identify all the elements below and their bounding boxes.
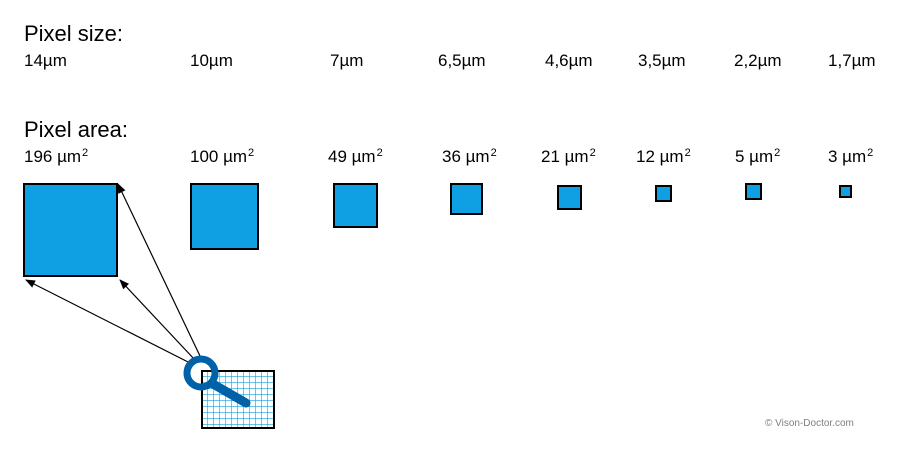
pixel-square-4-6um <box>557 185 582 210</box>
pixel-square-2-2um <box>745 183 762 200</box>
area-exponent: 2 <box>774 147 781 159</box>
pixel-square-3-5um <box>655 185 672 202</box>
pixel-size-label: 10µm <box>190 51 233 70</box>
pixel-square-7um <box>333 183 378 228</box>
area-exponent: 2 <box>376 147 383 159</box>
pixel-size-label: 2,2µm <box>734 51 782 70</box>
area-exponent: 2 <box>490 147 497 159</box>
pixel-size-label: 7µm <box>330 51 364 70</box>
area-exponent: 2 <box>867 147 874 159</box>
pixel-area-label: 36 µm2 <box>442 147 497 166</box>
pixel-area-label: 12 µm2 <box>636 147 691 166</box>
pixel-square-1-7um <box>839 185 852 198</box>
pixel-size-label: 14µm <box>24 51 67 70</box>
arrow-to-bottom-left <box>25 279 193 365</box>
arrow-to-top-right <box>117 183 201 357</box>
pixel-area-label: 21 µm2 <box>541 147 596 166</box>
pixel-area-label: 196 µm2 <box>24 147 89 166</box>
area-exponent: 2 <box>589 147 596 159</box>
pixel-area-label: 100 µm2 <box>190 147 255 166</box>
pixel-square-10um <box>190 183 259 250</box>
pixel-size-heading: Pixel size: <box>24 21 124 46</box>
area-exponent: 2 <box>248 147 255 159</box>
pixel-size-label: 4,6µm <box>545 51 593 70</box>
arrow-to-bottom-right <box>119 279 196 361</box>
copyright-text: © Vison-Doctor.com <box>765 418 854 429</box>
pixel-size-label: 6,5µm <box>438 51 486 70</box>
pixel-square-14um <box>23 183 118 277</box>
area-exponent: 2 <box>684 147 691 159</box>
pixel-area-label: 3 µm2 <box>828 147 874 166</box>
pixel-size-label: 1,7µm <box>828 51 876 70</box>
pixel-area-label: 49 µm2 <box>328 147 383 166</box>
magnifying-glass-icon <box>183 355 251 408</box>
pixel-size-label: 3,5µm <box>638 51 686 70</box>
pixel-area-heading: Pixel area: <box>24 117 128 142</box>
area-exponent: 2 <box>82 147 89 159</box>
pixel-area-label: 5 µm2 <box>735 147 781 166</box>
pixel-square-6-5um <box>450 183 483 215</box>
